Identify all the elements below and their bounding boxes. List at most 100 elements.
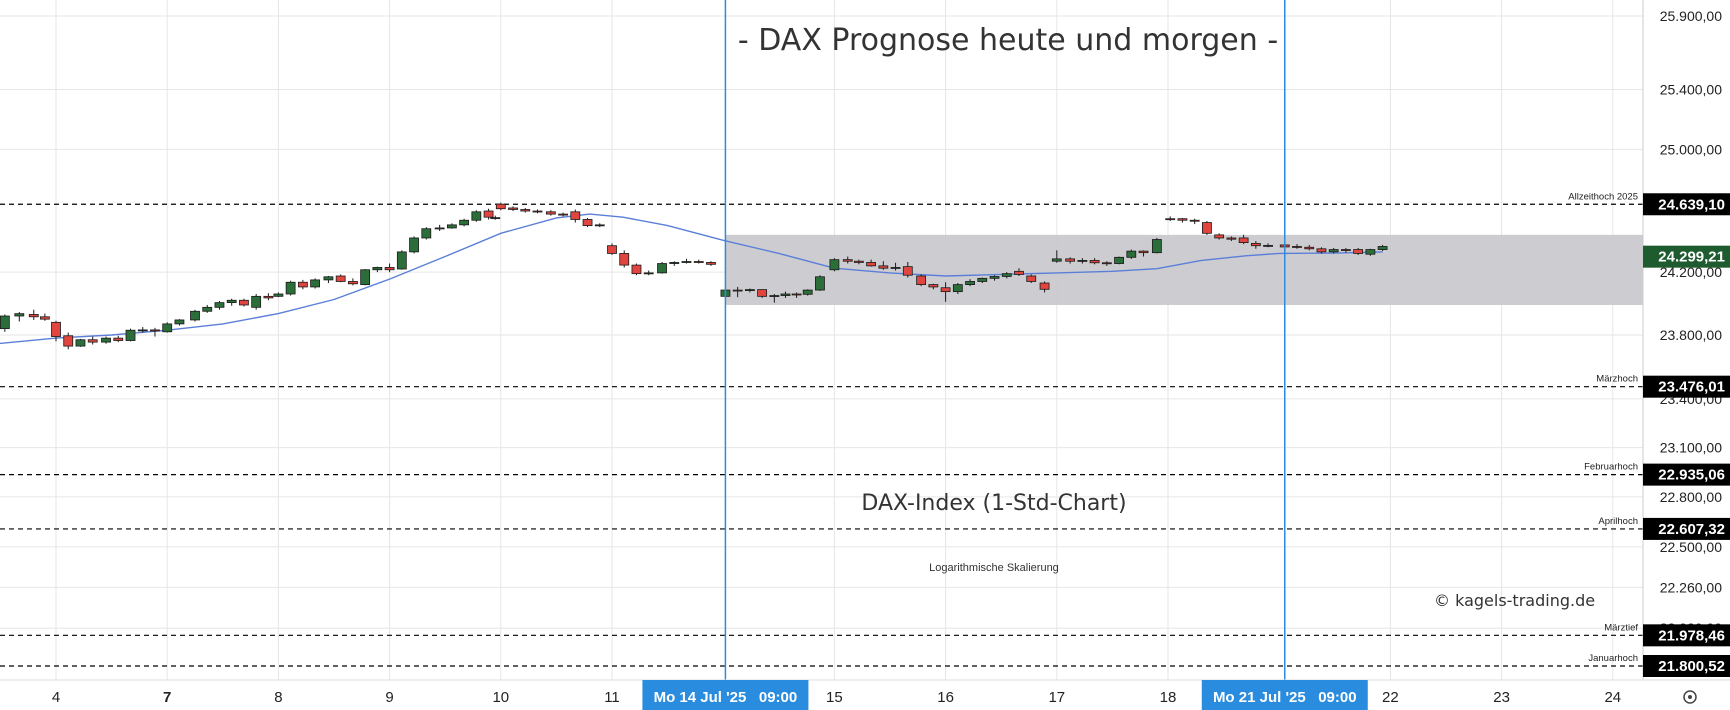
price-tick-label: 25.900,00 bbox=[1660, 8, 1722, 24]
candle bbox=[190, 309, 200, 322]
time-tick-label: 17 bbox=[1048, 689, 1065, 706]
candle bbox=[791, 292, 802, 298]
candle-body bbox=[51, 321, 61, 337]
candle-body bbox=[202, 306, 213, 312]
time-tick-label: 11 bbox=[604, 689, 620, 706]
candle bbox=[582, 217, 593, 228]
candle-body bbox=[829, 259, 840, 271]
level-value-label: 21.978,46 bbox=[1658, 627, 1725, 644]
candle bbox=[125, 328, 136, 342]
candle bbox=[706, 261, 716, 266]
candle-body bbox=[842, 259, 853, 262]
time-tick-label: 16 bbox=[937, 689, 954, 706]
candle bbox=[483, 208, 494, 220]
price-tick-label: 23.800,00 bbox=[1660, 327, 1722, 343]
candle-body bbox=[532, 210, 543, 213]
candle bbox=[1014, 268, 1024, 277]
price-tick-label: 24.200,00 bbox=[1660, 264, 1722, 280]
candles bbox=[0, 202, 1388, 350]
candle-body bbox=[421, 228, 432, 239]
level-value-badge bbox=[1643, 463, 1730, 486]
candle bbox=[39, 313, 50, 321]
copyright-text: © kagels-trading.de bbox=[1434, 591, 1595, 610]
candle-body bbox=[706, 262, 716, 265]
candle-body bbox=[1039, 282, 1050, 290]
candle-body bbox=[878, 265, 889, 269]
time-axis[interactable]: 4 7 8 9 10 11 15 16 17 18 22 23 24 Mo 14 Jul '25 09:0… bbox=[0, 679, 1730, 710]
candle bbox=[0, 314, 10, 332]
candle bbox=[226, 298, 237, 306]
candle-body bbox=[643, 272, 654, 275]
vertical-markers bbox=[724, 0, 1286, 680]
candle-body bbox=[396, 251, 407, 270]
candle bbox=[1138, 250, 1149, 257]
candle-body bbox=[582, 219, 593, 227]
candle bbox=[878, 261, 889, 270]
candle bbox=[239, 298, 249, 307]
candle bbox=[558, 212, 568, 217]
range-zone-rect bbox=[725, 234, 1643, 305]
candle bbox=[1189, 218, 1200, 225]
candle bbox=[952, 283, 963, 294]
last-price-label: 24.299,21 bbox=[1658, 249, 1725, 266]
candle-body bbox=[1065, 258, 1076, 262]
price-tick-label: 22.800,00 bbox=[1660, 489, 1722, 505]
candle-body bbox=[174, 319, 185, 325]
candle-body bbox=[657, 263, 667, 274]
candle bbox=[780, 291, 791, 298]
candle-body bbox=[1051, 258, 1062, 262]
scale-note: Logarithmische Skalierung bbox=[929, 562, 1059, 574]
candle-body bbox=[263, 295, 274, 299]
candle-body bbox=[570, 211, 581, 220]
chart-title: - DAX Prognose heute und morgen - bbox=[738, 23, 1278, 58]
candle-body bbox=[693, 261, 704, 263]
moving-average-line bbox=[0, 213, 1383, 345]
candle-body bbox=[815, 276, 825, 291]
candle bbox=[409, 236, 419, 254]
candle-body bbox=[273, 293, 284, 297]
candle bbox=[285, 280, 296, 296]
candle-body bbox=[681, 261, 692, 263]
candle bbox=[263, 293, 274, 301]
candle-body bbox=[1341, 249, 1351, 251]
settings-icon[interactable] bbox=[1683, 690, 1697, 704]
candle bbox=[657, 261, 667, 274]
candle-body bbox=[1250, 242, 1261, 247]
time-tick-label: 22 bbox=[1382, 689, 1399, 706]
marker-date-label: Mo 14 Jul '25 09:00 bbox=[654, 689, 798, 706]
candle-body bbox=[162, 323, 173, 333]
candle bbox=[1214, 233, 1225, 240]
time-tick-label: 10 bbox=[492, 689, 509, 706]
candle-body bbox=[1292, 246, 1302, 248]
candle-body bbox=[669, 262, 680, 264]
candle-body bbox=[39, 316, 50, 320]
candle bbox=[1114, 256, 1124, 265]
candle bbox=[297, 279, 308, 290]
last-price-badge bbox=[1643, 245, 1730, 268]
candle-body bbox=[989, 276, 1000, 279]
candle-body bbox=[791, 293, 802, 296]
candle bbox=[545, 210, 556, 216]
candle-body bbox=[75, 339, 86, 347]
candle-body bbox=[558, 213, 568, 216]
candle-body bbox=[1001, 273, 1012, 277]
candle-body bbox=[190, 310, 200, 321]
candle bbox=[1165, 216, 1176, 222]
candle bbox=[14, 312, 25, 322]
level-value-label: 22.935,06 bbox=[1658, 467, 1725, 484]
candle bbox=[965, 279, 975, 287]
candle bbox=[490, 215, 501, 220]
level-value-badge bbox=[1643, 655, 1730, 677]
grid-lines bbox=[0, 0, 1643, 680]
candle bbox=[1353, 248, 1364, 255]
candle-body bbox=[125, 329, 136, 341]
candle bbox=[928, 283, 939, 290]
candle bbox=[335, 274, 346, 283]
candle-body bbox=[483, 210, 494, 218]
price-axis[interactable]: 25.900,00 25.400,00 25.000,00 24.200,00 23.8… bbox=[1642, 0, 1730, 680]
candle bbox=[619, 250, 630, 268]
candle-body bbox=[226, 299, 237, 304]
candle bbox=[495, 202, 506, 211]
candle-body bbox=[1026, 275, 1037, 282]
